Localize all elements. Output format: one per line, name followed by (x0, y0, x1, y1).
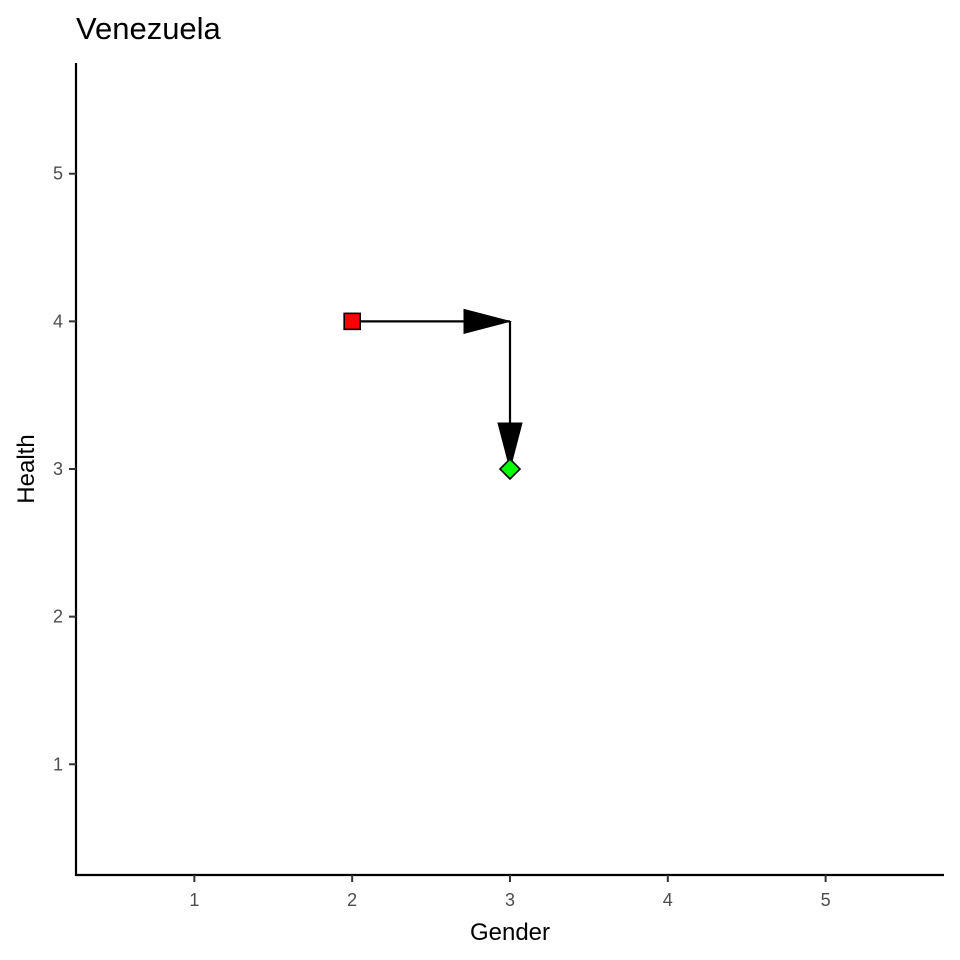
chart-title: Venezuela (76, 11, 222, 46)
x-axis-title: Gender (470, 919, 550, 946)
y-tick-label: 2 (53, 607, 63, 627)
point-diamond (498, 457, 522, 481)
ticks: 1 2 3 4 5 1 2 3 4 5 (53, 164, 831, 910)
y-tick-label: 3 (53, 459, 63, 479)
x-tick-label: 3 (505, 890, 515, 910)
arrow-head (497, 422, 523, 471)
point-square (343, 312, 361, 331)
y-tick-label: 5 (53, 164, 63, 184)
y-tick-label: 1 (53, 754, 63, 774)
x-tick-label: 4 (663, 890, 673, 910)
x-tick-label: 5 (821, 890, 831, 910)
y-axis-title: Health (13, 434, 40, 503)
y-tick-label: 4 (53, 311, 63, 331)
arrow-head (463, 308, 512, 335)
x-tick-label: 2 (347, 890, 357, 910)
points (343, 312, 522, 481)
x-tick-label: 1 (189, 890, 199, 910)
arrows (352, 308, 523, 471)
